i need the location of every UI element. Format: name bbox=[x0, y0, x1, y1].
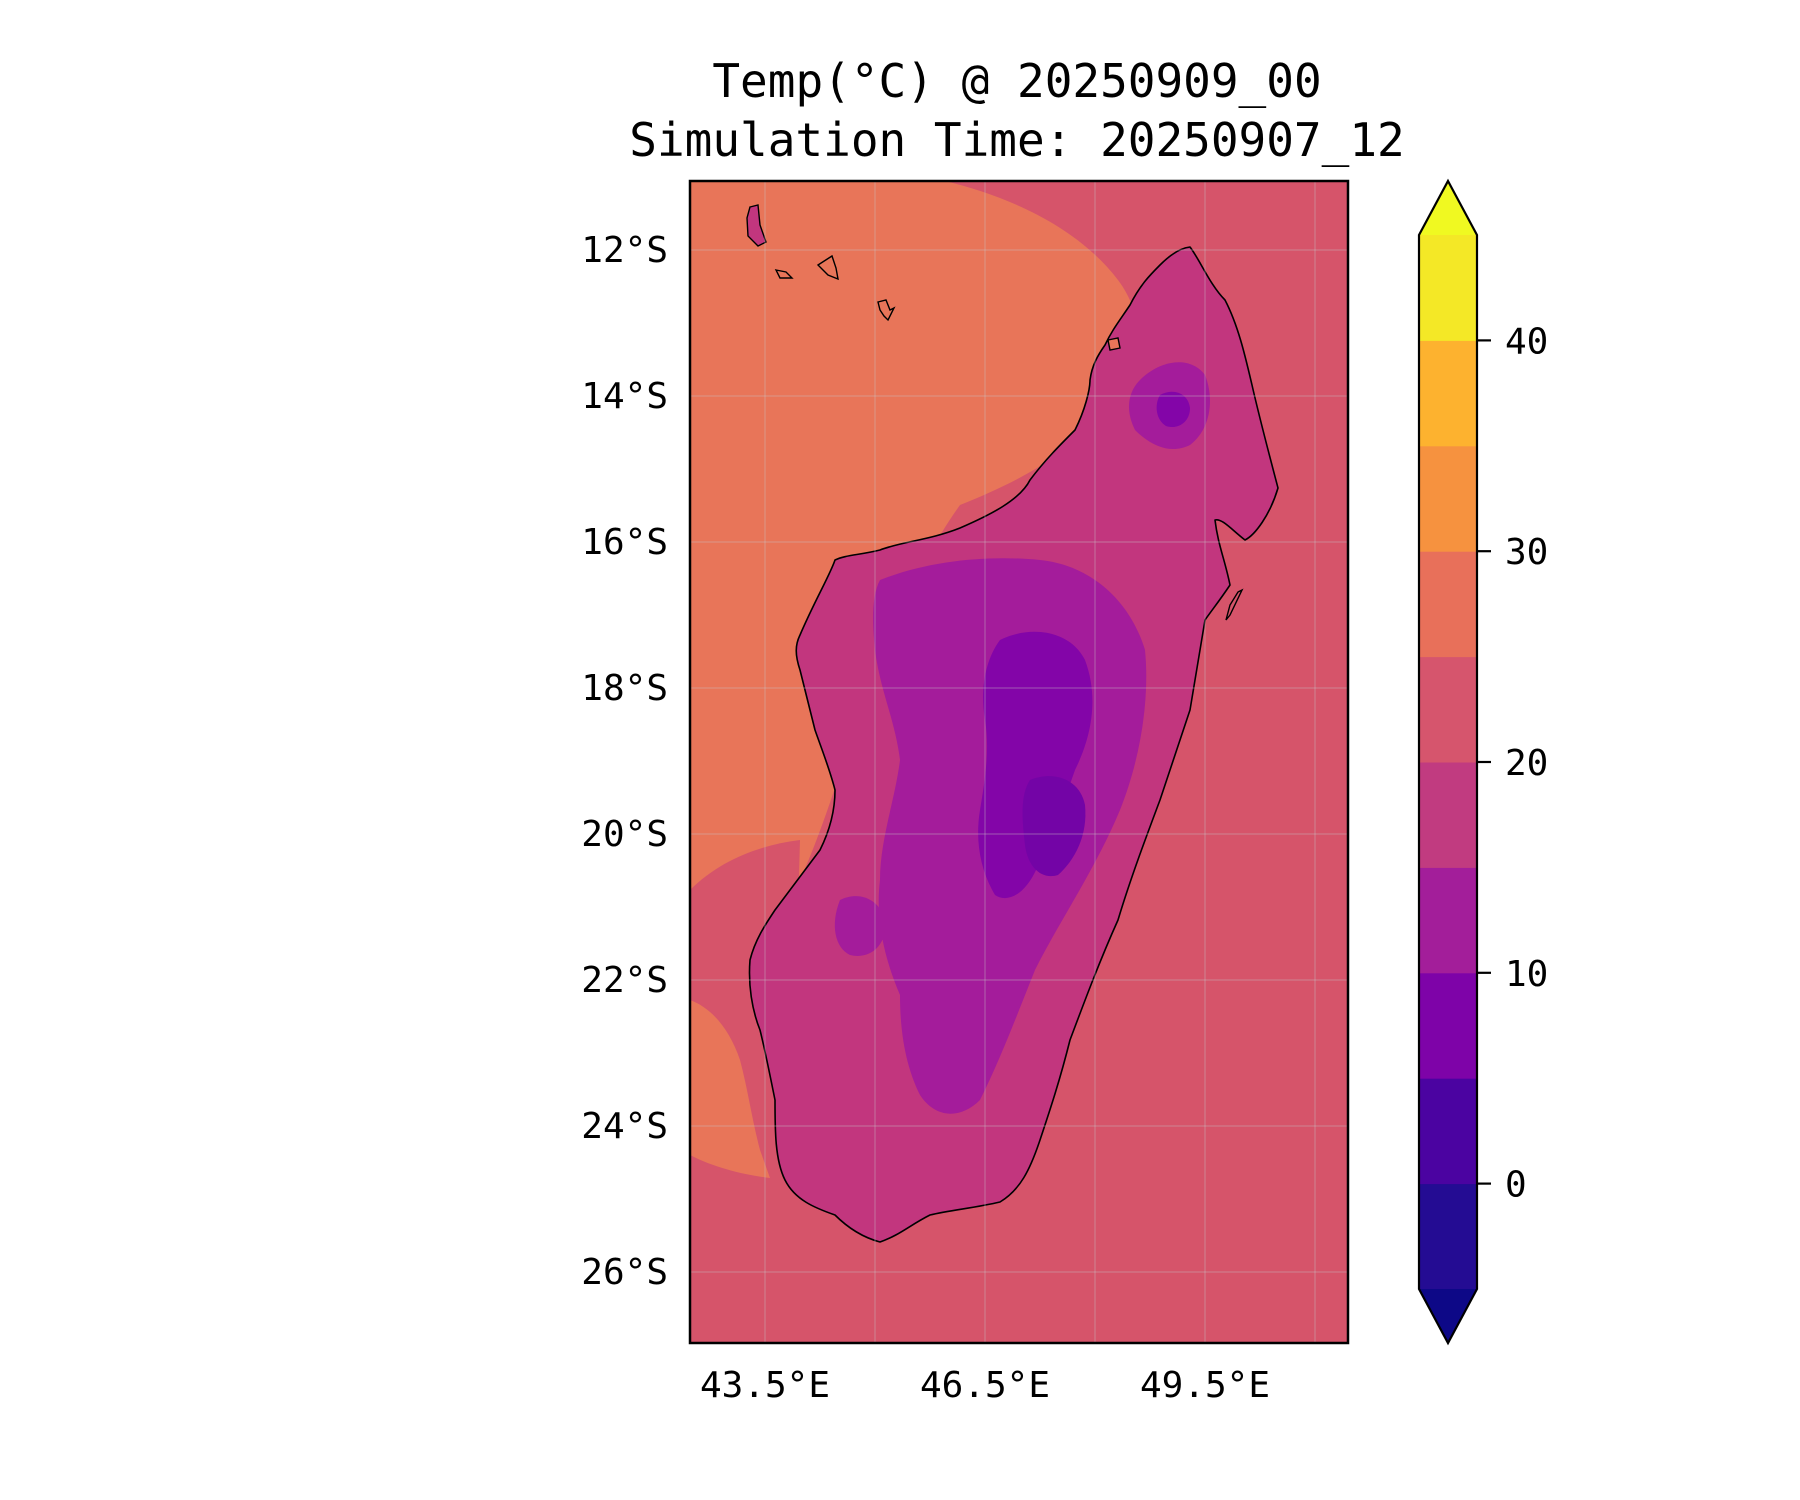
lat-tick-label: 24°S bbox=[581, 1106, 668, 1147]
lat-tick-label: 20°S bbox=[581, 814, 668, 855]
title-line-2: Simulation Time: 20250907_12 bbox=[629, 113, 1404, 167]
colorbar-band bbox=[1419, 1183, 1477, 1290]
colorbar-band bbox=[1419, 867, 1477, 974]
colorbar-band bbox=[1419, 340, 1477, 447]
colorbar-band bbox=[1419, 656, 1477, 763]
lat-tick-label: 22°S bbox=[581, 960, 668, 1001]
island-comoros-3 bbox=[816, 254, 839, 281]
colorbar-tick-label: 20 bbox=[1505, 743, 1548, 784]
low-temp-band-highland bbox=[978, 631, 1093, 899]
island-mayotte bbox=[877, 299, 896, 322]
map-frame bbox=[688, 179, 1350, 1345]
inland-bands bbox=[834, 362, 1210, 1114]
low-temp-band-north bbox=[1156, 391, 1190, 428]
colorbar-tick-label: 0 bbox=[1505, 1165, 1527, 1206]
colorbar-band bbox=[1419, 235, 1477, 341]
lat-tick-label: 16°S bbox=[581, 522, 668, 563]
lon-tick-label: 46.5°E bbox=[920, 1365, 1050, 1406]
colorbar-tick-label: 30 bbox=[1505, 532, 1548, 573]
colorbar-band bbox=[1419, 551, 1477, 658]
colorbar-band bbox=[1419, 972, 1477, 1079]
ocean-southwest-warm-patch bbox=[690, 1000, 770, 1178]
ocean-west-warm-region bbox=[690, 181, 1138, 1160]
colorbar-band bbox=[1419, 762, 1477, 868]
colorbar-ticks: 0 10 20 30 40 bbox=[1477, 321, 1548, 1206]
colorbar-under-extend bbox=[1419, 1289, 1477, 1343]
colorbar-band bbox=[1419, 1078, 1477, 1185]
colorbar-bands bbox=[1419, 235, 1477, 1290]
mid-temp-band-southwest bbox=[834, 896, 886, 956]
island-sainte-marie bbox=[1225, 588, 1244, 621]
lat-tick-labels: 12°S 14°S 16°S 18°S 20°S 22°S 24°S 26°S bbox=[581, 230, 668, 1293]
map-panel bbox=[690, 181, 1348, 1343]
colorbar-outline bbox=[1417, 178, 1479, 1346]
lat-tick-label: 14°S bbox=[581, 376, 668, 417]
island-nosy-be bbox=[1107, 337, 1121, 351]
title-line-1: Temp(°C) @ 20250909_00 bbox=[712, 54, 1321, 108]
colorbar-over-extend bbox=[1419, 181, 1477, 235]
colorbar-tick-label: 10 bbox=[1505, 954, 1548, 995]
lat-tick-label: 18°S bbox=[581, 668, 668, 709]
colorbar-tick-label: 40 bbox=[1505, 321, 1548, 362]
lat-tick-label: 12°S bbox=[581, 230, 668, 271]
lon-tick-labels: 43.5°E 46.5°E 49.5°E bbox=[700, 1365, 1270, 1406]
lon-tick-label: 43.5°E bbox=[700, 1365, 830, 1406]
very-low-temp-band-highland bbox=[1022, 776, 1086, 877]
island-comoros-2 bbox=[774, 269, 794, 279]
island-comoros-1 bbox=[746, 204, 767, 247]
lat-tick-label: 26°S bbox=[581, 1252, 668, 1293]
gridlines bbox=[690, 181, 1348, 1343]
colorbar-band bbox=[1419, 445, 1477, 552]
lon-tick-label: 49.5°E bbox=[1140, 1365, 1270, 1406]
colorbar: 0 10 20 30 40 bbox=[1417, 178, 1548, 1346]
